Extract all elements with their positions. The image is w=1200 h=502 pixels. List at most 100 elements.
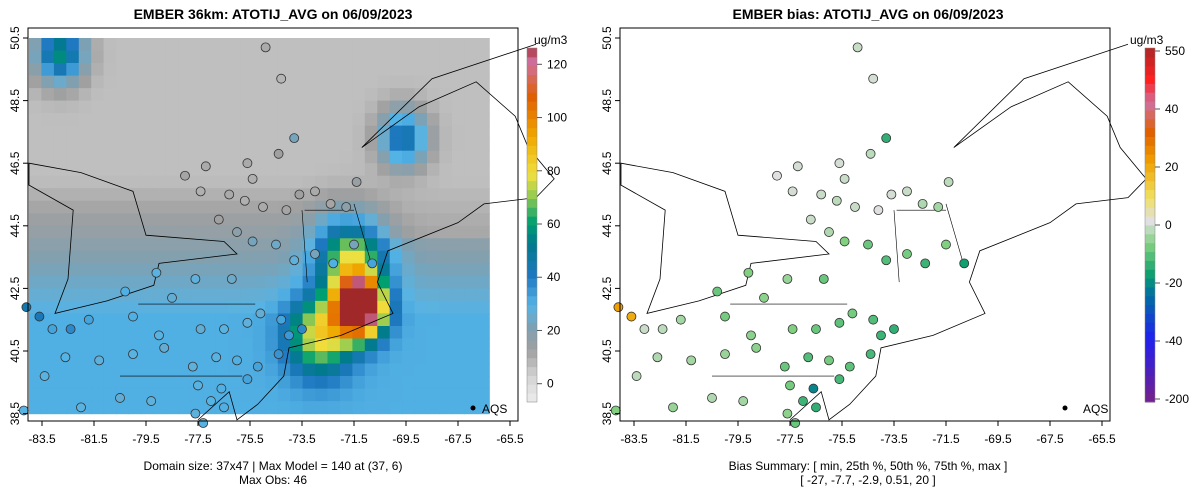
bias-station-point	[863, 239, 873, 250]
model-cell	[78, 388, 92, 402]
model-cell	[78, 63, 92, 77]
model-cell	[414, 100, 428, 114]
model-cell	[464, 63, 478, 77]
bias-station-point	[782, 274, 793, 284]
obs-station-point	[167, 292, 177, 303]
model-cell	[203, 125, 217, 139]
model-cell	[78, 175, 92, 189]
bias-station-point	[631, 371, 642, 381]
model-cell	[377, 188, 391, 202]
model-cell	[290, 313, 304, 327]
colorbar-swatch	[527, 145, 537, 155]
model-cell	[103, 300, 117, 314]
colorbar-tick-label: 40	[547, 270, 561, 284]
model-cell	[29, 63, 42, 77]
model-cell	[128, 88, 142, 102]
model-cell	[451, 225, 465, 239]
model-cell	[339, 326, 353, 340]
model-cell	[91, 238, 105, 252]
model-cell	[203, 138, 217, 152]
model-cell	[41, 288, 55, 302]
model-cell	[228, 213, 241, 227]
x-tick-label: -81.5	[80, 432, 108, 446]
bias-station-point	[868, 314, 879, 325]
bias-station-point	[834, 317, 845, 328]
y-tick-label: 44.5	[600, 214, 614, 238]
model-cell	[290, 401, 304, 415]
model-cell	[153, 363, 167, 377]
model-cell	[178, 401, 192, 415]
model-cell	[153, 38, 167, 52]
model-cell	[327, 300, 341, 314]
model-cell	[315, 88, 329, 102]
obs-station-point	[328, 258, 339, 269]
obs-station-point	[39, 371, 50, 381]
model-cell	[140, 163, 154, 177]
bias-station-point	[720, 349, 730, 360]
great-lakes-coastline	[620, 162, 830, 315]
obs-station-point	[187, 361, 198, 372]
model-cell	[203, 338, 217, 352]
model-cell	[165, 38, 179, 52]
model-cell	[53, 150, 67, 164]
model-cell	[29, 363, 42, 377]
model-cell	[78, 125, 92, 139]
model-cell	[153, 63, 167, 77]
model-cell	[302, 300, 316, 314]
model-cell	[414, 50, 428, 64]
model-title: EMBER 36km: ATOTIJ_AVG on 06/09/2023	[134, 6, 413, 22]
bias-station-point	[834, 158, 845, 169]
model-cell	[178, 388, 192, 402]
model-cell	[352, 275, 366, 289]
bias-station-point	[811, 402, 821, 413]
model-cell	[302, 88, 316, 102]
model-cell	[327, 288, 341, 302]
model-cell	[41, 200, 55, 214]
model-cell	[165, 263, 179, 277]
model-cell	[190, 125, 204, 139]
model-cell	[302, 38, 316, 52]
model-cell	[414, 175, 428, 189]
model-cell	[29, 163, 42, 177]
model-cell	[464, 238, 478, 252]
model-cell	[451, 50, 465, 64]
colorbar-swatch	[1145, 189, 1155, 199]
x-tick-label: -67.5	[1036, 432, 1064, 446]
model-cell	[427, 200, 440, 214]
bias-station-point	[902, 186, 912, 197]
model-cell	[91, 38, 105, 52]
model-cell	[165, 363, 179, 377]
model-cell	[451, 238, 465, 252]
model-cell	[240, 363, 254, 377]
model-cell	[103, 188, 117, 202]
model-cell	[190, 213, 204, 227]
model-cell	[29, 275, 42, 289]
model-cell	[451, 38, 465, 52]
obs-station-point	[200, 161, 211, 172]
model-cell	[315, 163, 329, 177]
model-cell	[339, 100, 353, 114]
model-cell	[29, 175, 42, 189]
model-cell	[464, 113, 478, 127]
model-cell	[140, 313, 154, 327]
y-tick-label: 42.5	[8, 276, 22, 300]
model-cell	[402, 138, 416, 152]
model-cell	[290, 300, 304, 314]
model-cell	[277, 263, 291, 277]
colorbar-swatch	[527, 136, 537, 146]
model-cell	[91, 326, 105, 340]
model-cell	[128, 138, 142, 152]
model-cell	[190, 200, 204, 214]
model-cell	[414, 200, 428, 214]
model-cell	[402, 326, 416, 340]
obs-station-point	[195, 186, 206, 197]
model-cell	[240, 300, 254, 314]
obs-station-point	[325, 198, 336, 209]
model-cell	[165, 313, 179, 327]
model-cell	[153, 213, 167, 227]
model-cell	[78, 75, 92, 89]
model-cell	[315, 75, 329, 89]
model-cell	[476, 326, 490, 340]
model-cell	[302, 200, 316, 214]
model-cell	[228, 150, 241, 164]
